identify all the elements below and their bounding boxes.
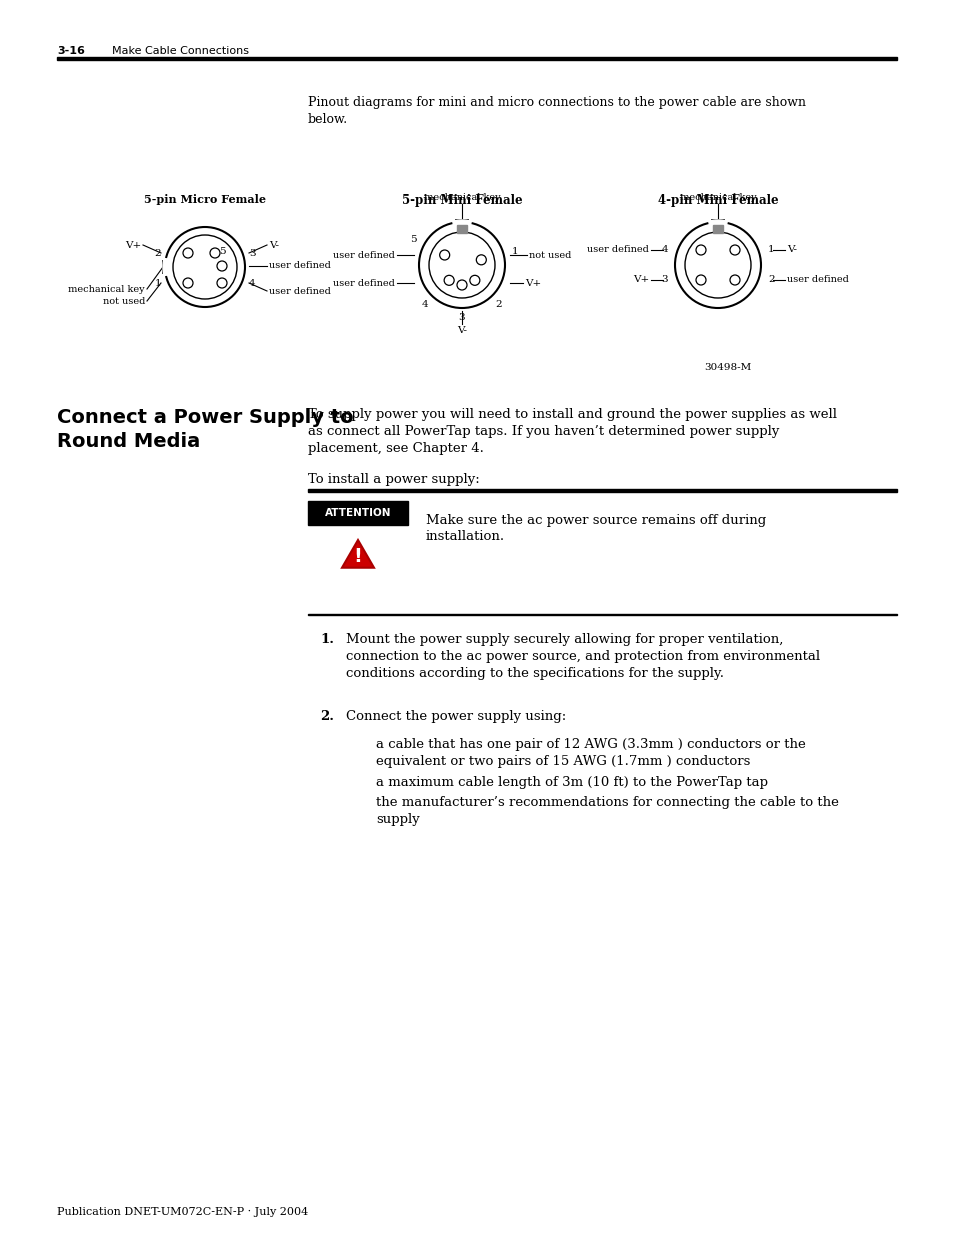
Bar <box>456 225 467 233</box>
Text: placement, see Chapter 4.: placement, see Chapter 4. <box>308 442 483 454</box>
Text: 2: 2 <box>495 300 501 309</box>
Bar <box>308 614 896 615</box>
Text: 4-pin Mini Female: 4-pin Mini Female <box>657 194 778 207</box>
Text: Connect the power supply using:: Connect the power supply using: <box>346 710 566 722</box>
Bar <box>308 489 896 492</box>
Text: mechanical key: mechanical key <box>423 193 499 203</box>
Text: user defined: user defined <box>586 246 648 254</box>
Wedge shape <box>452 220 471 227</box>
Text: equivalent or two pairs of 15 AWG (1.7mm ) conductors: equivalent or two pairs of 15 AWG (1.7mm… <box>375 755 750 768</box>
Text: To install a power supply:: To install a power supply: <box>308 473 479 487</box>
Text: not used: not used <box>529 251 571 259</box>
Text: Pinout diagrams for mini and micro connections to the power cable are shown: Pinout diagrams for mini and micro conne… <box>308 96 805 109</box>
Text: Round Media: Round Media <box>57 432 200 451</box>
Text: 2: 2 <box>767 275 774 284</box>
Text: below.: below. <box>308 112 348 126</box>
Text: 2.: 2. <box>319 710 334 722</box>
Text: mechanical key: mechanical key <box>679 193 756 203</box>
Bar <box>308 501 408 525</box>
Text: V-: V- <box>786 246 796 254</box>
Text: 1.: 1. <box>319 634 334 646</box>
Text: V+: V+ <box>632 275 648 284</box>
Wedge shape <box>163 258 169 275</box>
Text: Publication DNET-UM072C-EN-P · July 2004: Publication DNET-UM072C-EN-P · July 2004 <box>57 1207 308 1216</box>
Text: a cable that has one pair of 12 AWG (3.3mm ) conductors or the: a cable that has one pair of 12 AWG (3.3… <box>375 739 805 751</box>
Polygon shape <box>341 540 374 568</box>
Text: 5: 5 <box>218 247 225 256</box>
Text: the manufacturer’s recommendations for connecting the cable to the: the manufacturer’s recommendations for c… <box>375 797 838 809</box>
Text: 1: 1 <box>154 279 161 288</box>
Text: a maximum cable length of 3m (10 ft) to the PowerTap tap: a maximum cable length of 3m (10 ft) to … <box>375 776 767 789</box>
Text: not used: not used <box>103 296 145 305</box>
Text: user defined: user defined <box>333 251 395 259</box>
Text: V+: V+ <box>524 279 540 288</box>
Text: user defined: user defined <box>269 287 331 295</box>
Text: installation.: installation. <box>426 530 504 543</box>
Text: 30498-M: 30498-M <box>703 363 751 372</box>
Text: V+: V+ <box>125 241 141 249</box>
Text: 5: 5 <box>410 235 416 243</box>
Text: conditions according to the specifications for the supply.: conditions according to the specificatio… <box>346 667 723 680</box>
Text: To supply power you will need to install and ground the power supplies as well: To supply power you will need to install… <box>308 408 836 421</box>
Text: 3-16: 3-16 <box>57 46 85 56</box>
Text: 5-pin Micro Female: 5-pin Micro Female <box>144 194 266 205</box>
Text: user defined: user defined <box>786 275 848 284</box>
Text: 2: 2 <box>154 248 161 258</box>
Text: 4: 4 <box>660 246 667 254</box>
Text: 4: 4 <box>249 279 255 288</box>
Text: 5-pin Mini Female: 5-pin Mini Female <box>401 194 521 207</box>
Text: 3: 3 <box>458 312 465 321</box>
Text: 4: 4 <box>421 300 428 309</box>
Text: user defined: user defined <box>333 279 395 288</box>
Text: Make sure the ac power source remains off during: Make sure the ac power source remains of… <box>426 514 765 527</box>
Text: user defined: user defined <box>269 262 331 270</box>
Text: Mount the power supply securely allowing for proper ventilation,: Mount the power supply securely allowing… <box>346 634 782 646</box>
Text: connection to the ac power source, and protection from environmental: connection to the ac power source, and p… <box>346 650 820 663</box>
Wedge shape <box>708 220 726 227</box>
Text: V-: V- <box>456 326 467 335</box>
Text: 3: 3 <box>660 275 667 284</box>
Text: !: ! <box>354 547 362 566</box>
Text: 1: 1 <box>512 247 518 256</box>
Text: Make Cable Connections: Make Cable Connections <box>112 46 249 56</box>
Text: ATTENTION: ATTENTION <box>324 508 391 517</box>
Text: V-: V- <box>269 241 278 249</box>
Text: 1: 1 <box>767 246 774 254</box>
Bar <box>712 225 722 233</box>
Bar <box>57 57 896 61</box>
Text: 3: 3 <box>249 248 255 258</box>
Text: mechanical key: mechanical key <box>69 284 145 294</box>
Text: supply: supply <box>375 813 419 826</box>
Text: Connect a Power Supply to: Connect a Power Supply to <box>57 408 354 427</box>
Text: as connect all PowerTap taps. If you haven’t determined power supply: as connect all PowerTap taps. If you hav… <box>308 425 779 438</box>
